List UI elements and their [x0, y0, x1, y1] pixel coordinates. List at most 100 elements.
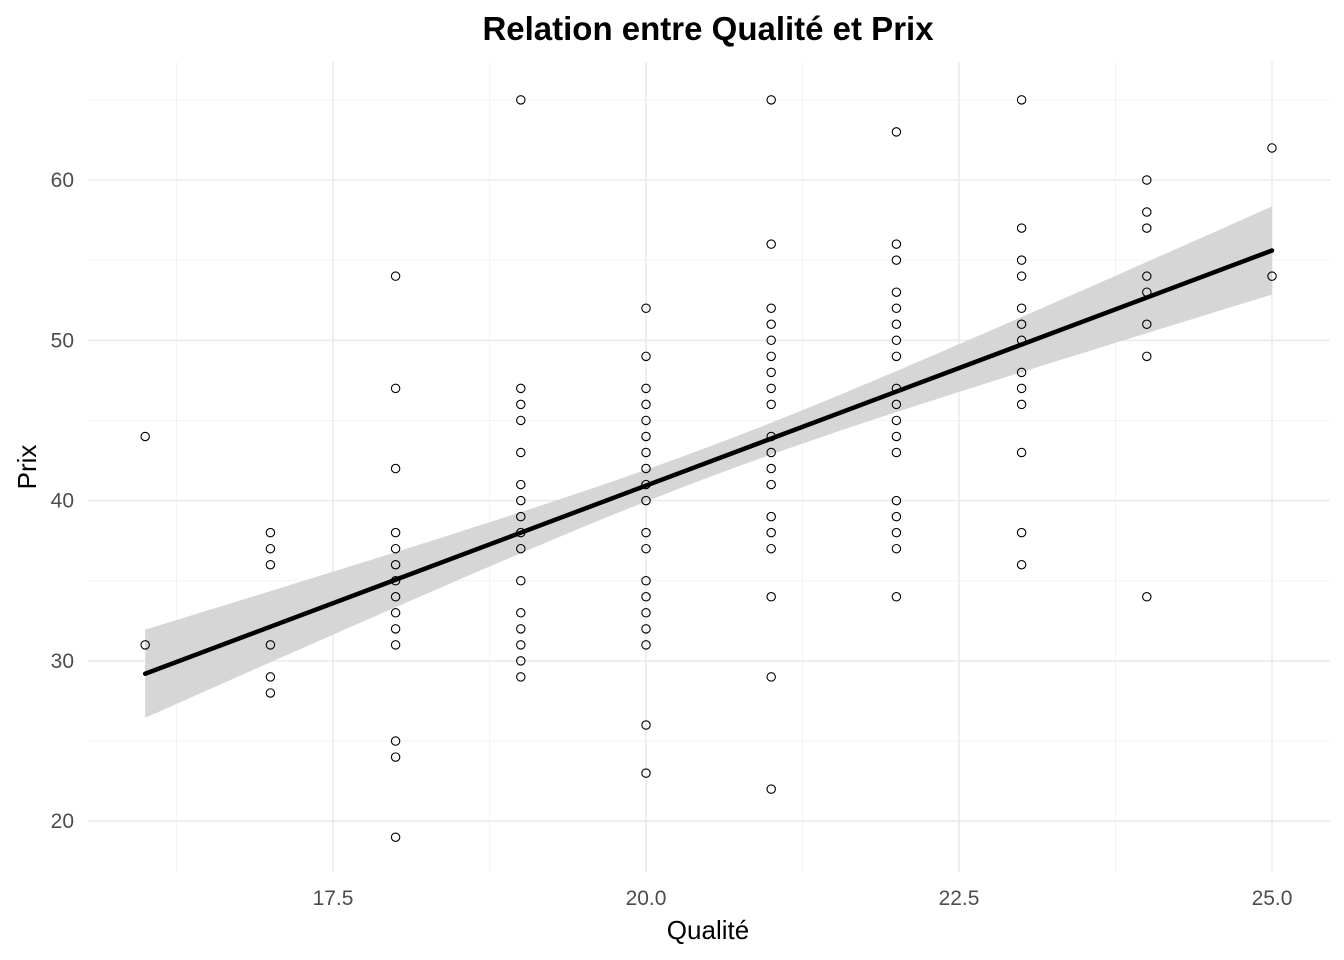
data-point: [891, 399, 902, 410]
data-point: [390, 543, 401, 554]
data-point: [891, 127, 902, 137]
data-point: [516, 608, 526, 618]
data-point: [390, 752, 401, 762]
data-point: [641, 303, 651, 313]
y-tick-label: 20: [51, 810, 74, 833]
data-point: [641, 415, 651, 426]
x-tick-label: 20.0: [626, 887, 667, 910]
data-point: [766, 399, 776, 410]
data-points-layer: [140, 95, 1277, 842]
y-tick-label: 60: [51, 169, 74, 192]
data-point: [390, 559, 401, 570]
x-tick-label: 17.5: [313, 887, 354, 910]
data-point: [516, 495, 526, 506]
data-point: [516, 672, 526, 682]
data-point: [390, 271, 401, 281]
data-point: [641, 431, 651, 442]
data-point: [265, 559, 276, 570]
x-tick-label: 22.5: [939, 887, 980, 910]
data-point: [390, 383, 401, 394]
data-point: [390, 832, 401, 842]
data-point: [390, 592, 401, 602]
data-point: [1142, 223, 1152, 233]
data-point: [516, 511, 526, 522]
data-point: [891, 495, 902, 506]
y-tick-label: 30: [51, 650, 74, 673]
data-point: [641, 351, 651, 362]
data-point: [1016, 447, 1027, 458]
data-point: [1267, 143, 1277, 153]
minor-gridlines: [88, 62, 1330, 872]
data-point: [891, 415, 902, 426]
data-point: [516, 95, 526, 105]
data-point: [641, 463, 651, 474]
data-point: [1016, 255, 1027, 265]
data-point: [766, 479, 776, 490]
data-point: [766, 527, 776, 538]
data-point: [766, 367, 776, 378]
data-point: [516, 383, 526, 394]
data-point: [891, 303, 902, 313]
data-point: [766, 319, 776, 330]
y-tick-label: 40: [51, 490, 74, 513]
data-point: [641, 608, 651, 618]
data-point: [1142, 319, 1152, 330]
data-point: [766, 239, 776, 249]
regression-line-layer: [142, 248, 1275, 676]
data-point: [766, 672, 776, 682]
data-point: [265, 527, 276, 538]
data-point: [1142, 592, 1152, 602]
data-point: [516, 479, 526, 490]
data-point: [891, 239, 902, 249]
data-point: [891, 431, 902, 442]
data-point: [891, 511, 902, 522]
data-point: [766, 511, 776, 522]
data-point: [390, 640, 401, 650]
data-point: [891, 335, 902, 346]
regression-line: [142, 248, 1275, 676]
data-point: [265, 640, 276, 650]
data-point: [641, 640, 651, 650]
data-point: [516, 447, 526, 458]
data-point: [891, 527, 902, 538]
data-point: [891, 351, 902, 362]
data-point: [641, 399, 651, 410]
data-point: [1016, 303, 1027, 313]
data-point: [1016, 527, 1027, 538]
data-point: [516, 415, 526, 426]
data-point: [766, 95, 776, 105]
data-point: [891, 447, 902, 458]
data-point: [641, 575, 651, 586]
data-point: [390, 463, 401, 474]
data-point: [516, 399, 526, 410]
data-point: [766, 592, 776, 602]
data-point: [766, 463, 776, 474]
data-point: [891, 319, 902, 330]
data-point: [1267, 271, 1277, 281]
data-point: [1016, 399, 1027, 410]
data-point: [140, 640, 150, 650]
data-point: [265, 672, 276, 682]
data-point: [516, 543, 526, 554]
y-tick-label: 50: [51, 329, 74, 352]
data-point: [1016, 319, 1027, 330]
data-point: [641, 592, 651, 602]
data-point: [1142, 271, 1152, 281]
data-point: [641, 527, 651, 538]
data-point: [891, 287, 902, 297]
data-point: [766, 351, 776, 362]
data-point: [1142, 207, 1152, 217]
x-tick-label: 25.0: [1252, 887, 1293, 910]
data-point: [891, 255, 902, 265]
major-gridlines: [88, 62, 1330, 872]
data-point: [891, 543, 902, 554]
data-point: [1142, 175, 1152, 185]
data-point: [265, 543, 276, 554]
y-axis-title: Prix: [12, 445, 42, 490]
data-point: [390, 608, 401, 618]
chart-title: Relation entre Qualité et Prix: [482, 10, 934, 47]
data-point: [265, 688, 276, 698]
data-point: [1016, 367, 1027, 378]
data-point: [641, 447, 651, 458]
